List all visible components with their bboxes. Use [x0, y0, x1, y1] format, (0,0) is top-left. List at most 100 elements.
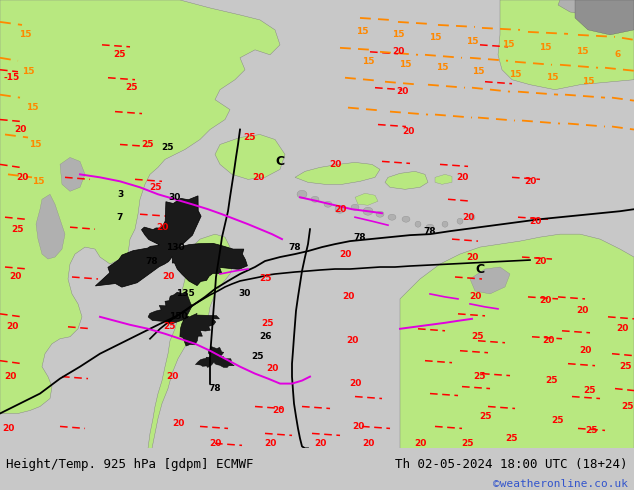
Polygon shape [402, 216, 410, 222]
Text: 20: 20 [266, 364, 278, 373]
Text: 20: 20 [342, 293, 354, 301]
Text: 15: 15 [429, 33, 441, 42]
Text: 20: 20 [402, 127, 414, 136]
Polygon shape [469, 214, 475, 220]
Polygon shape [0, 0, 280, 414]
Polygon shape [400, 234, 634, 448]
Text: 15: 15 [26, 103, 38, 112]
Text: 25: 25 [12, 224, 24, 234]
Text: 25: 25 [584, 386, 596, 395]
Text: 25: 25 [149, 183, 161, 192]
Text: -15: -15 [4, 73, 20, 82]
Text: 78: 78 [424, 227, 436, 236]
Polygon shape [498, 0, 634, 90]
Text: 25: 25 [164, 322, 176, 331]
Text: 15: 15 [508, 70, 521, 79]
Text: 20: 20 [469, 293, 481, 301]
Text: 15: 15 [539, 43, 551, 52]
Text: 15: 15 [466, 37, 478, 47]
Text: 25: 25 [262, 319, 275, 328]
Text: 15: 15 [436, 63, 448, 72]
Text: 20: 20 [6, 322, 18, 331]
Text: 20: 20 [466, 252, 478, 262]
Text: 20: 20 [352, 422, 364, 431]
Text: 15: 15 [392, 30, 404, 39]
Text: 15: 15 [362, 57, 374, 66]
Polygon shape [442, 221, 448, 227]
Text: 15: 15 [472, 67, 484, 76]
Text: Height/Temp. 925 hPa [gdpm] ECMWF: Height/Temp. 925 hPa [gdpm] ECMWF [6, 458, 254, 471]
Text: 25: 25 [479, 412, 491, 421]
Polygon shape [95, 196, 247, 287]
Text: 25: 25 [142, 140, 154, 149]
Polygon shape [376, 211, 384, 217]
Polygon shape [60, 157, 85, 191]
Polygon shape [385, 172, 428, 189]
Text: 25: 25 [126, 83, 138, 92]
Text: 20: 20 [339, 249, 351, 259]
Text: 150: 150 [169, 312, 187, 321]
Text: 25: 25 [259, 274, 271, 284]
Text: 20: 20 [172, 419, 184, 428]
Text: 20: 20 [272, 406, 284, 415]
Text: 25: 25 [506, 434, 518, 443]
Text: 20: 20 [14, 125, 26, 134]
Text: 78: 78 [209, 384, 221, 393]
Text: 25: 25 [162, 143, 174, 152]
Text: 30: 30 [169, 193, 181, 202]
Text: 20: 20 [396, 87, 408, 96]
Text: 25: 25 [472, 332, 484, 341]
Text: 25: 25 [552, 416, 564, 425]
Text: 6: 6 [615, 50, 621, 59]
Polygon shape [575, 0, 634, 35]
Text: 20: 20 [156, 222, 168, 232]
Polygon shape [148, 234, 235, 448]
Text: 25: 25 [619, 362, 631, 371]
Polygon shape [295, 162, 380, 184]
Text: 20: 20 [349, 379, 361, 388]
Polygon shape [215, 134, 285, 179]
Text: 20: 20 [524, 177, 536, 186]
Text: 20: 20 [539, 296, 551, 305]
Text: 20: 20 [9, 272, 21, 281]
Text: 20: 20 [162, 272, 174, 281]
Polygon shape [558, 0, 634, 18]
Polygon shape [36, 194, 65, 259]
Polygon shape [324, 201, 332, 207]
Text: ©weatheronline.co.uk: ©weatheronline.co.uk [493, 479, 628, 489]
Polygon shape [351, 204, 359, 210]
Text: 20: 20 [264, 439, 276, 448]
Text: 25: 25 [243, 133, 256, 142]
Text: 26: 26 [259, 332, 271, 341]
Text: 15: 15 [29, 140, 41, 149]
Text: 78: 78 [146, 257, 158, 266]
Text: 15: 15 [19, 30, 31, 39]
Text: 20: 20 [392, 48, 404, 56]
Text: 25: 25 [462, 439, 474, 448]
Polygon shape [363, 207, 373, 215]
Text: 20: 20 [4, 372, 16, 381]
Text: 15: 15 [501, 40, 514, 49]
Text: 25: 25 [113, 50, 126, 59]
Polygon shape [415, 221, 421, 227]
Text: 3: 3 [117, 190, 123, 199]
Text: 20: 20 [2, 424, 14, 433]
Text: 20: 20 [542, 336, 554, 345]
Text: 25: 25 [252, 352, 264, 361]
Text: 15: 15 [356, 27, 368, 36]
Text: 25: 25 [546, 376, 559, 385]
Text: 78: 78 [354, 233, 366, 242]
Text: 20: 20 [329, 160, 341, 169]
Polygon shape [297, 190, 307, 198]
Text: 25: 25 [474, 372, 486, 381]
Polygon shape [388, 214, 396, 220]
Polygon shape [148, 292, 219, 346]
Polygon shape [470, 267, 510, 294]
Text: 20: 20 [462, 213, 474, 221]
Text: 20: 20 [414, 439, 426, 448]
Text: 20: 20 [534, 257, 546, 266]
Text: 20: 20 [346, 336, 358, 345]
Text: 25: 25 [586, 426, 598, 435]
Text: 130: 130 [165, 243, 184, 251]
Text: 20: 20 [529, 217, 541, 226]
